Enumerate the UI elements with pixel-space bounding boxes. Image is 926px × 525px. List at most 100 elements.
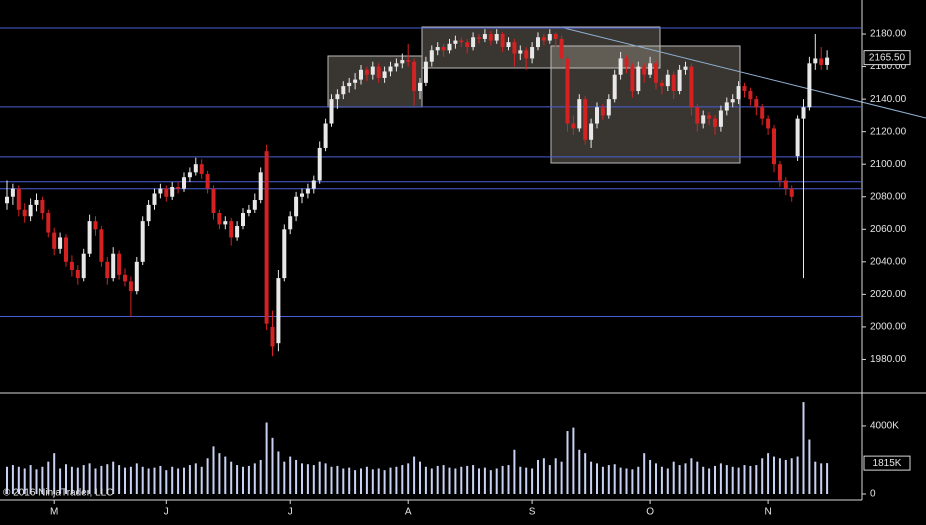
volume-bar <box>177 468 180 494</box>
volume-bar <box>442 465 445 494</box>
candle-body <box>500 34 505 48</box>
candle-body <box>123 274 127 282</box>
candle-body <box>152 193 157 205</box>
x-tick-label: S <box>529 507 536 518</box>
candle-body <box>75 269 80 279</box>
volume-bar <box>183 467 185 494</box>
y-tick-label: 2020.00 <box>870 289 907 300</box>
candle-body <box>353 79 358 83</box>
volume-bar <box>436 465 439 494</box>
volume-bar <box>607 465 610 494</box>
candle-body <box>229 221 234 238</box>
volume-bar <box>430 468 433 494</box>
y-tick-label: 0 <box>870 489 876 500</box>
candle-body <box>677 69 682 91</box>
volume-bar <box>17 466 20 494</box>
candle-body <box>571 123 576 129</box>
candle-body <box>683 66 688 70</box>
candle-body <box>370 66 375 75</box>
volume-bar <box>147 468 150 494</box>
candle-body <box>671 74 676 91</box>
candle-body <box>193 164 198 173</box>
volume-bar <box>301 463 303 494</box>
candle-body <box>16 188 21 210</box>
candle-body <box>488 34 493 41</box>
candle-body <box>612 74 617 100</box>
volume-bar <box>212 446 215 494</box>
volume-bar <box>336 465 339 494</box>
candle-body <box>760 107 765 119</box>
volume-bar <box>714 465 716 494</box>
volume-bar <box>236 465 239 494</box>
candle-body <box>305 188 310 194</box>
candle-body <box>447 43 452 51</box>
candle-body <box>205 173 210 189</box>
candle-body <box>595 107 599 124</box>
volume-bar <box>519 466 522 494</box>
volume-bar <box>200 466 203 494</box>
volume-bar <box>283 461 286 494</box>
candle-body <box>541 37 546 41</box>
volume-bar <box>601 466 604 494</box>
candle-body <box>701 115 706 124</box>
candle-body <box>87 221 92 254</box>
candle-body <box>418 82 422 91</box>
candle-body <box>441 47 446 51</box>
volume-bar <box>377 468 380 494</box>
volume-bar <box>702 466 705 494</box>
volume-bar <box>737 467 740 494</box>
volume-bar <box>330 466 333 494</box>
x-tick-label: O <box>646 507 654 518</box>
candle-body <box>134 261 139 292</box>
volume-bar <box>141 466 144 494</box>
last-value-tag <box>863 455 911 471</box>
y-tick-label: 2100.00 <box>870 159 907 170</box>
candle-body <box>46 213 51 233</box>
candle-body <box>264 151 269 324</box>
candle-body <box>81 253 86 279</box>
candle-body <box>789 188 794 197</box>
volume-bar <box>820 463 823 494</box>
candle-body <box>689 66 694 108</box>
candle-body <box>347 82 352 87</box>
volume-bar <box>188 465 191 494</box>
candle-body <box>176 186 181 189</box>
candle-body <box>252 200 257 210</box>
candle-body <box>111 253 116 279</box>
volume-bar <box>318 461 321 494</box>
candle-body <box>311 180 316 189</box>
candle-body <box>742 86 747 91</box>
volume-bar <box>153 467 156 494</box>
y-tick-label: 2140.00 <box>870 94 907 105</box>
candle-body <box>317 147 322 181</box>
volume-bar <box>773 456 775 494</box>
candle-body <box>465 42 470 48</box>
candle-body <box>388 66 393 72</box>
candle-body <box>158 188 163 194</box>
volume-bar <box>454 468 457 494</box>
volume-bar <box>566 431 569 494</box>
candle-body <box>211 188 216 214</box>
volume-bar <box>413 456 416 494</box>
candle-body <box>400 60 405 64</box>
candle-body <box>282 229 287 279</box>
y-tick-label: 2160.00 <box>870 61 907 72</box>
candle-body <box>105 261 110 279</box>
volume-bar <box>466 465 469 494</box>
y-tick-label: 2080.00 <box>870 191 907 202</box>
volume-bar <box>371 469 374 494</box>
volume-bar <box>277 451 280 494</box>
volume-bar <box>542 458 545 494</box>
volume-bar <box>242 466 244 494</box>
candle-body <box>294 196 299 217</box>
volume-bar <box>495 468 498 494</box>
volume-bar <box>424 466 427 494</box>
volume-bar <box>767 453 770 494</box>
candle-body <box>28 204 33 217</box>
last-value-label: 1815K <box>873 458 902 469</box>
volume-bar <box>383 470 386 494</box>
volume-bar <box>159 465 162 494</box>
candle-body <box>659 82 664 87</box>
volume-bar <box>578 449 581 494</box>
candle-body <box>524 50 529 59</box>
